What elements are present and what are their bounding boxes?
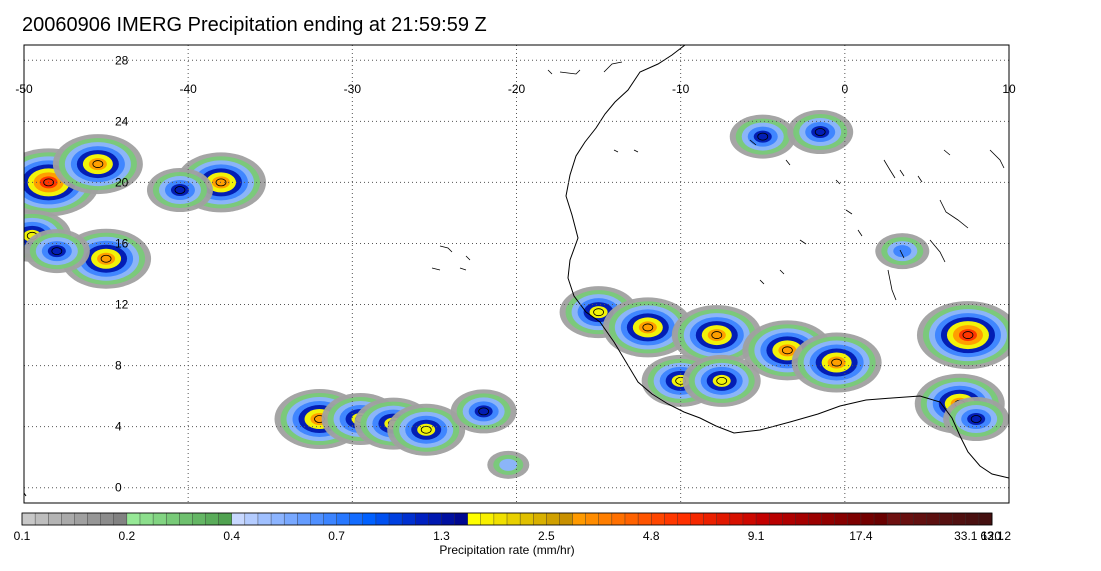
precip-cell bbox=[24, 229, 90, 274]
graticule bbox=[24, 45, 1009, 503]
precip-cell bbox=[450, 389, 517, 434]
longitude-labels: -50 -40 -30 -20 -10 0 10 bbox=[15, 82, 1016, 96]
precip-cell bbox=[943, 397, 1009, 442]
coastline-layer bbox=[24, 45, 1009, 497]
lat-tick-label: 8 bbox=[115, 359, 122, 373]
lat-tick-label: 16 bbox=[115, 236, 129, 250]
latitude-labels: 28 24 20 16 12 8 4 0 bbox=[115, 53, 129, 494]
coastline-details bbox=[431, 61, 1005, 301]
lon-tick-label: 10 bbox=[1002, 82, 1016, 96]
precip-cell bbox=[671, 305, 762, 366]
precip-cell bbox=[729, 114, 796, 159]
precip-cell bbox=[487, 450, 530, 479]
lon-tick-label: -50 bbox=[15, 82, 33, 96]
precip-cell bbox=[916, 301, 1009, 370]
lat-tick-label: 24 bbox=[115, 114, 129, 128]
precip-cell bbox=[791, 332, 882, 393]
lat-tick-label: 28 bbox=[115, 53, 129, 67]
lon-tick-label: 0 bbox=[841, 82, 848, 96]
lon-tick-label: -30 bbox=[344, 82, 362, 96]
lat-tick-label: 4 bbox=[115, 420, 122, 434]
west-africa-coastline bbox=[565, 45, 1009, 479]
map-title: 20060906 IMERG Precipitation ending at 2… bbox=[22, 14, 487, 36]
lat-tick-label: 12 bbox=[115, 298, 129, 312]
precip-cell bbox=[875, 233, 930, 270]
precipitation-layer bbox=[24, 110, 1009, 479]
precip-cell bbox=[387, 403, 466, 456]
lat-tick-label: 0 bbox=[115, 481, 122, 495]
lon-tick-label: -10 bbox=[672, 82, 690, 96]
lon-tick-label: -40 bbox=[179, 82, 197, 96]
precip-cell bbox=[146, 168, 213, 213]
precip-cell bbox=[52, 134, 143, 195]
precip-cell bbox=[602, 297, 693, 358]
precip-cell bbox=[787, 110, 854, 155]
precip-cell bbox=[682, 354, 761, 407]
map-frame bbox=[23, 44, 1010, 504]
lon-tick-label: -20 bbox=[508, 82, 526, 96]
lat-tick-label: 20 bbox=[115, 175, 129, 189]
